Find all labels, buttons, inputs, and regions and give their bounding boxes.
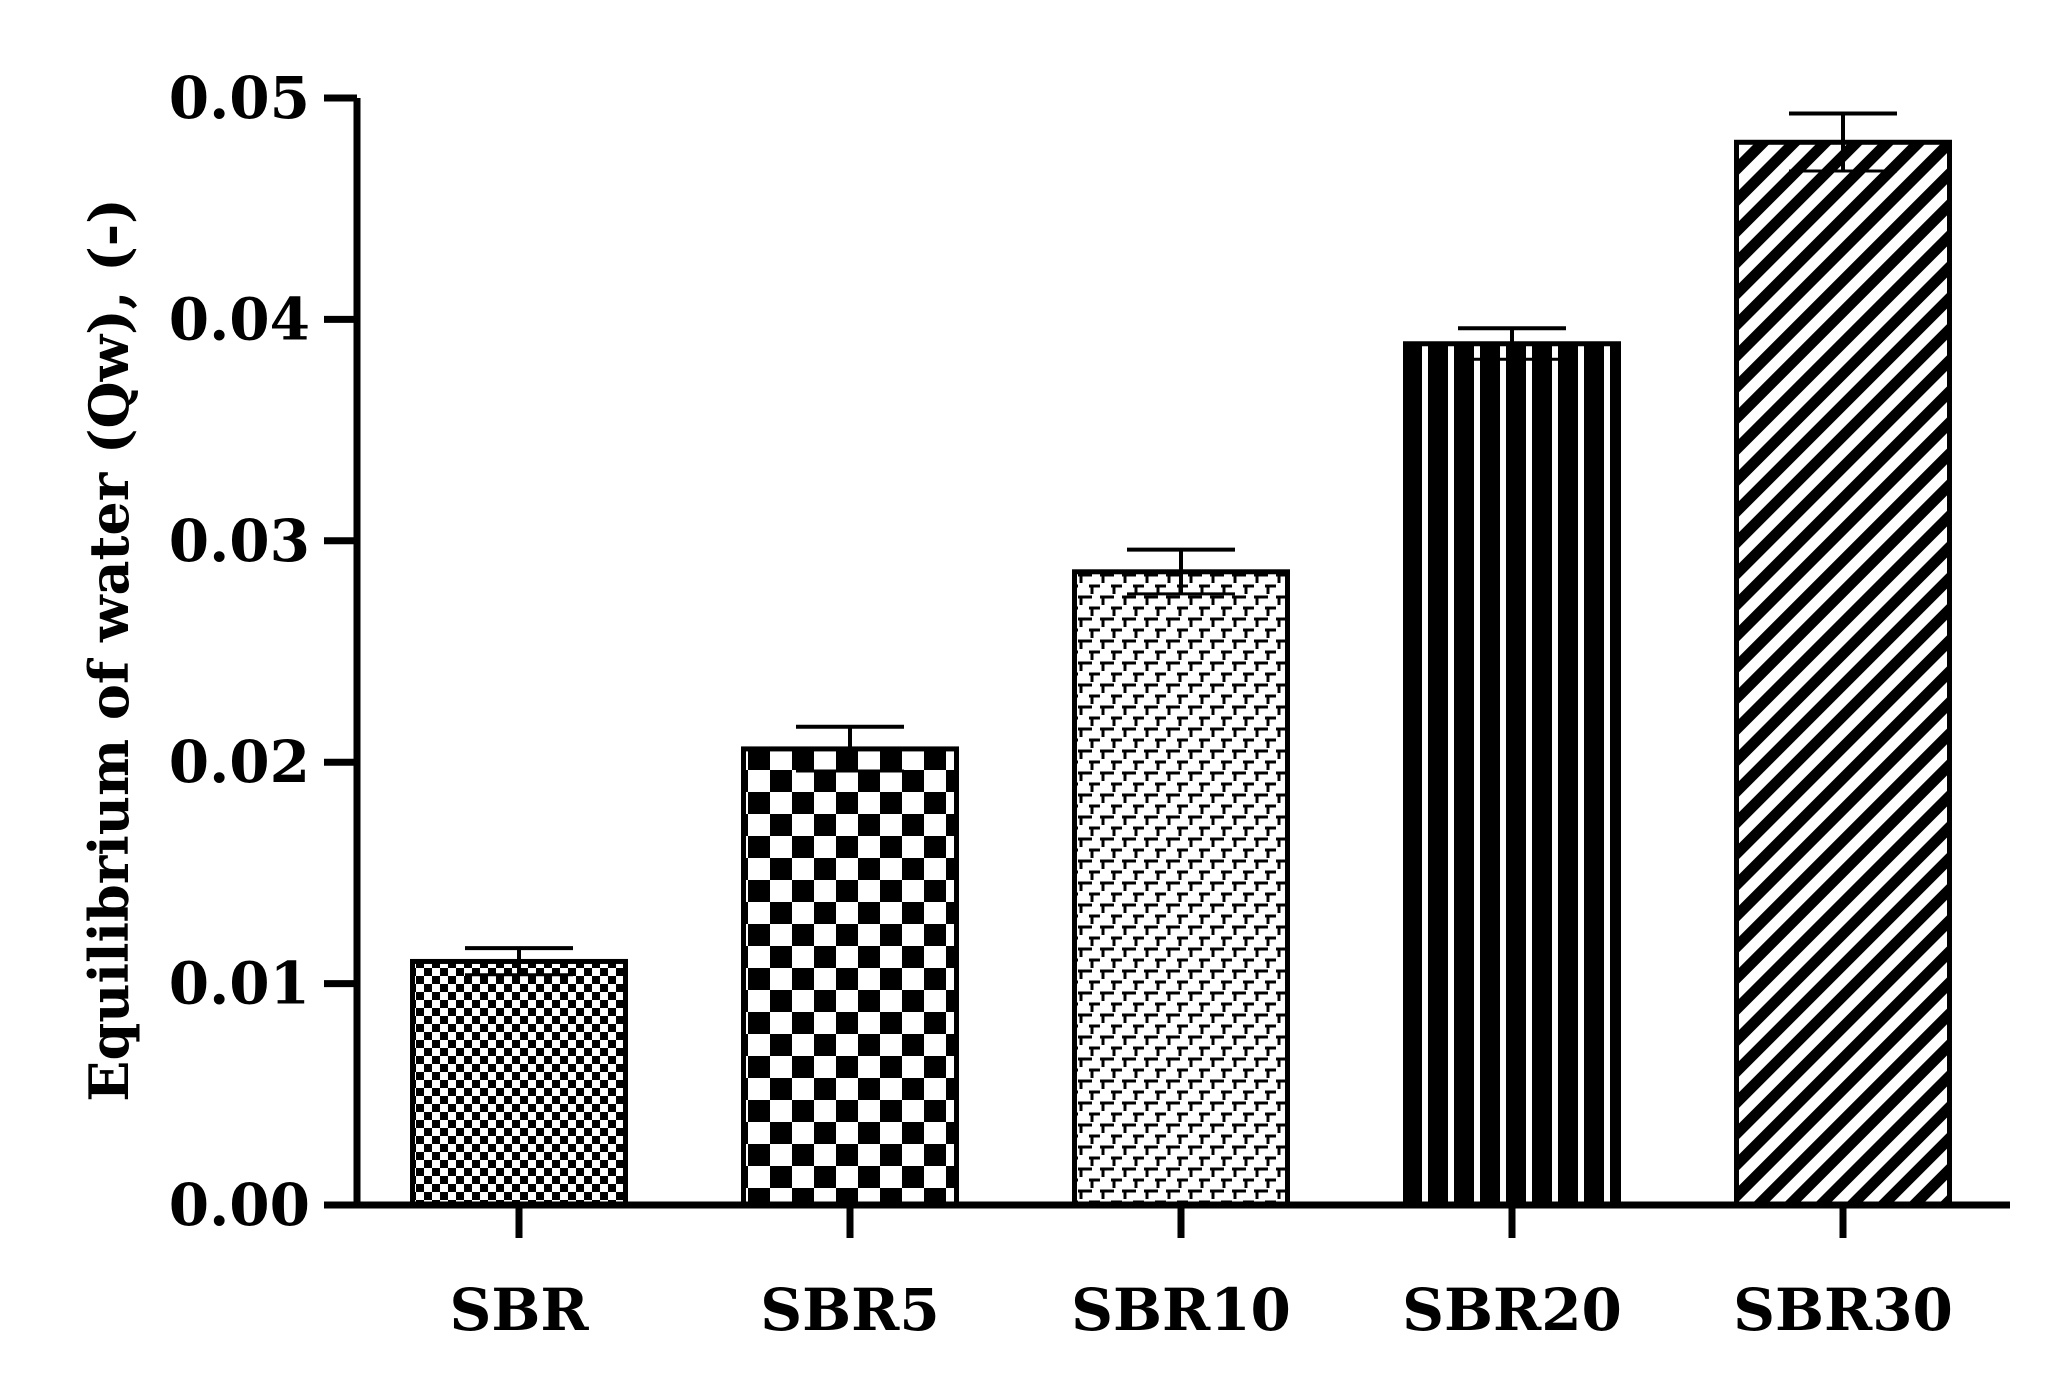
bar-sbr30 [1734,139,1952,1208]
x-tick-label: SBR10 [1071,1276,1291,1344]
bar-sbr5 [741,746,959,1208]
bar-sbr [410,958,628,1208]
x-tick-label: SBR5 [760,1276,939,1344]
y-tick-label: 0.04 [169,285,310,353]
x-ticks: SBR SBR5 SBR10 SBR20 SBR30 [449,1205,1953,1344]
bars-layer [410,139,1952,1208]
y-axis-title: Equilibrium of water (Qw), (-) [77,198,141,1101]
y-tick-label: 0.00 [169,1171,310,1239]
axes [324,98,2010,1209]
y-tick-label: 0.05 [169,64,310,132]
x-tick-label: SBR20 [1402,1276,1622,1344]
x-tick-label: SBR30 [1733,1276,1953,1344]
bar-sbr20 [1403,341,1621,1208]
y-tick-label: 0.03 [169,507,310,575]
y-tick-label: 0.01 [169,950,310,1018]
error-bars-layer [465,111,1897,977]
y-ticks: 0.00 0.01 0.02 0.03 0.04 0.05 [169,64,357,1239]
y-tick-label: 0.02 [169,728,310,796]
bar-sbr10 [1072,569,1290,1208]
x-tick-label: SBR [449,1276,589,1344]
